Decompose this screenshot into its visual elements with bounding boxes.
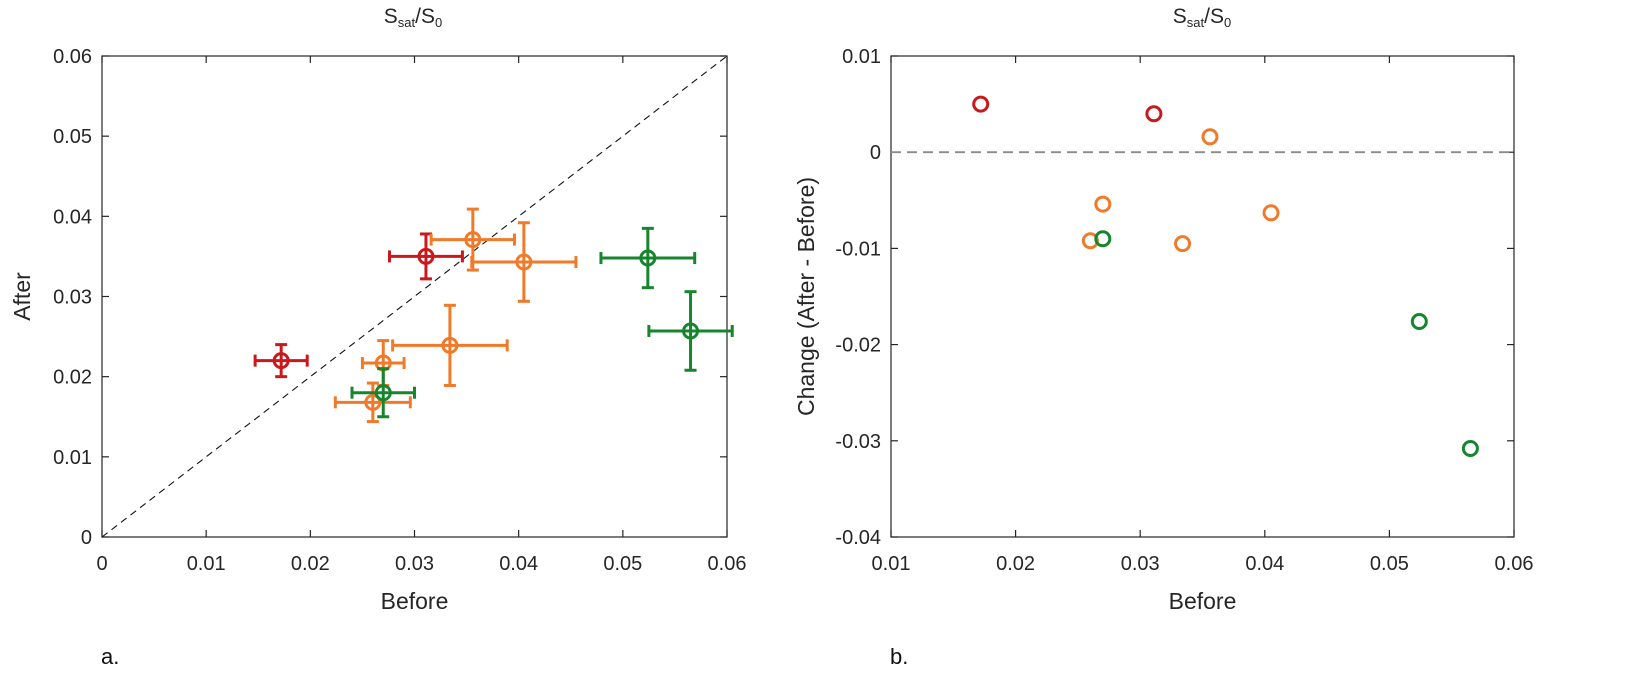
- panel-b-data-point-green: [1461, 439, 1479, 457]
- panel-a-data-point-red: [253, 343, 309, 379]
- panel-a-x-tick-label: 0.04: [499, 553, 538, 575]
- panel-b-x-axis-label: Before: [1169, 588, 1237, 614]
- panel-a-x-tick-label: 0.06: [708, 553, 747, 575]
- panel-b-label: b.: [890, 644, 908, 669]
- panel-b-x-tick-label: 0.06: [1495, 553, 1534, 575]
- panel-b-data-point-red: [1145, 105, 1163, 123]
- panel-a-x-tick-label: 0.02: [291, 553, 330, 575]
- panel-b-y-tick-label: -0.03: [835, 431, 881, 453]
- panel-a-data-point-orange: [470, 221, 578, 303]
- panel-a-x-tick-label: 0.03: [395, 553, 434, 575]
- panel-a-y-tick-label: 0.03: [53, 287, 92, 309]
- panel-a-label: a.: [101, 644, 119, 669]
- panel-a-y-tick-label: 0.04: [53, 206, 92, 228]
- panel-b-x-tick-label: 0.01: [872, 553, 911, 575]
- panel-b-marker: [1410, 313, 1428, 331]
- panel-b-x-tick-label: 0.05: [1370, 553, 1409, 575]
- panel-a-data-point-green: [599, 226, 697, 290]
- panel-a-y-tick-label: 0.02: [53, 367, 92, 389]
- panel-a-y-tick-label: 0: [81, 527, 92, 549]
- panel-b-y-tick-label: 0.01: [842, 46, 881, 68]
- panel-a-y-tick-label: 0.06: [53, 46, 92, 68]
- panel-a-marker: [374, 384, 392, 402]
- panel-b-marker: [1201, 128, 1219, 146]
- panel-b-y-tick-label: -0.01: [835, 238, 881, 260]
- panel-a-marker: [639, 249, 657, 267]
- panel-a-title: Ssat/S0: [384, 5, 442, 30]
- panel-a-marker: [441, 336, 459, 354]
- panel-a-data-point-orange: [391, 303, 509, 387]
- panel-a-marker: [364, 393, 382, 411]
- panel-b-data-point-green: [1410, 313, 1428, 331]
- panel-a-data-point-orange: [333, 381, 412, 424]
- panel-b-marker: [1145, 105, 1163, 123]
- panel-a-data-point-red: [388, 232, 464, 281]
- panel-a-data-point-green: [350, 367, 416, 419]
- panel-b-marker: [1461, 439, 1479, 457]
- panel-b-title: Ssat/S0: [1173, 5, 1231, 30]
- panel-a-marker: [464, 231, 482, 249]
- panel-b-data-point-green: [1094, 230, 1112, 248]
- panel-b-data-point-orange: [1094, 195, 1112, 213]
- panel-b-x-tick-label: 0.02: [996, 553, 1035, 575]
- panel-a-x-tick-label: 0: [96, 553, 107, 575]
- panel-a-marker: [417, 247, 435, 265]
- panel-a-y-tick-label: 0.01: [53, 447, 92, 469]
- panel-b-plot: Ssat/S0 Before Change (After - Before) b…: [793, 5, 1533, 669]
- panel-a-x-tick-label: 0.01: [187, 553, 226, 575]
- panel-b-data-point-orange: [1174, 235, 1192, 253]
- panel-a-marker: [515, 253, 533, 271]
- panel-a-y-axis-label: After: [9, 272, 35, 321]
- panel-a-identity-line: [101, 55, 728, 538]
- panel-a-plot: Ssat/S0 Before After a. 0 0.01 0.02 0.03 0.0…: [9, 5, 746, 669]
- panel-b-x-tick-label: 0.04: [1245, 553, 1284, 575]
- panel-a-data-point-green: [647, 290, 734, 372]
- panel-b-y-tick-label: -0.02: [835, 335, 881, 357]
- panel-b-data-point-orange: [1262, 204, 1280, 222]
- panel-b-y-tick-label: 0: [870, 142, 881, 164]
- panel-a-y-tick-label: 0.05: [53, 126, 92, 148]
- panel-b-data-point-orange: [1201, 128, 1219, 146]
- panel-b-data-point-red: [972, 95, 990, 113]
- panel-b-marker: [1094, 230, 1112, 248]
- panel-a-marker: [682, 322, 700, 340]
- panel-b-marker: [972, 95, 990, 113]
- panel-b-marker: [1174, 235, 1192, 253]
- panel-b-x-tick-label: 0.03: [1121, 553, 1160, 575]
- panel-b-marker: [1094, 195, 1112, 213]
- panel-a-x-tick-label: 0.05: [603, 553, 642, 575]
- panel-a-x-axis-label: Before: [381, 588, 449, 614]
- panel-b-y-axis-label: Change (After - Before): [793, 177, 819, 416]
- panel-b-axes-box: [890, 55, 1515, 538]
- panel-a-marker: [272, 352, 290, 370]
- panel-b-y-tick-label: -0.04: [835, 527, 881, 549]
- panel-b-marker: [1262, 204, 1280, 222]
